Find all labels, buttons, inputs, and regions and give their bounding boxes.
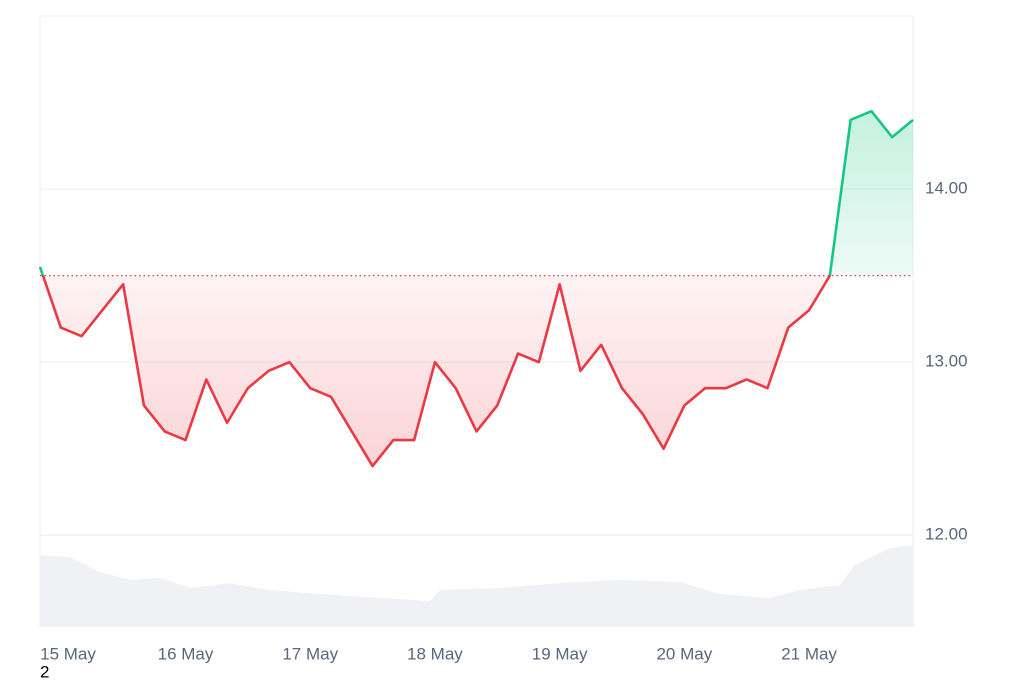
x-tick-label: 21 May xyxy=(781,644,837,663)
x-tick-label: 18 May xyxy=(407,644,463,663)
x-tick-label: 15 May xyxy=(40,644,96,663)
x-tick-label: 17 May xyxy=(282,644,338,663)
x-tick-label: 20 May xyxy=(656,644,712,663)
y-tick-label: 12.00 xyxy=(925,525,968,544)
area xyxy=(40,111,913,467)
volume-area xyxy=(40,545,913,627)
y-tick-label: 13.00 xyxy=(925,352,968,371)
footnote: 2 xyxy=(40,662,49,681)
x-tick-label: 19 May xyxy=(532,644,588,663)
y-tick-label: 14.00 xyxy=(925,179,968,198)
price-line xyxy=(38,109,914,468)
x-tick-label: 16 May xyxy=(158,644,214,663)
